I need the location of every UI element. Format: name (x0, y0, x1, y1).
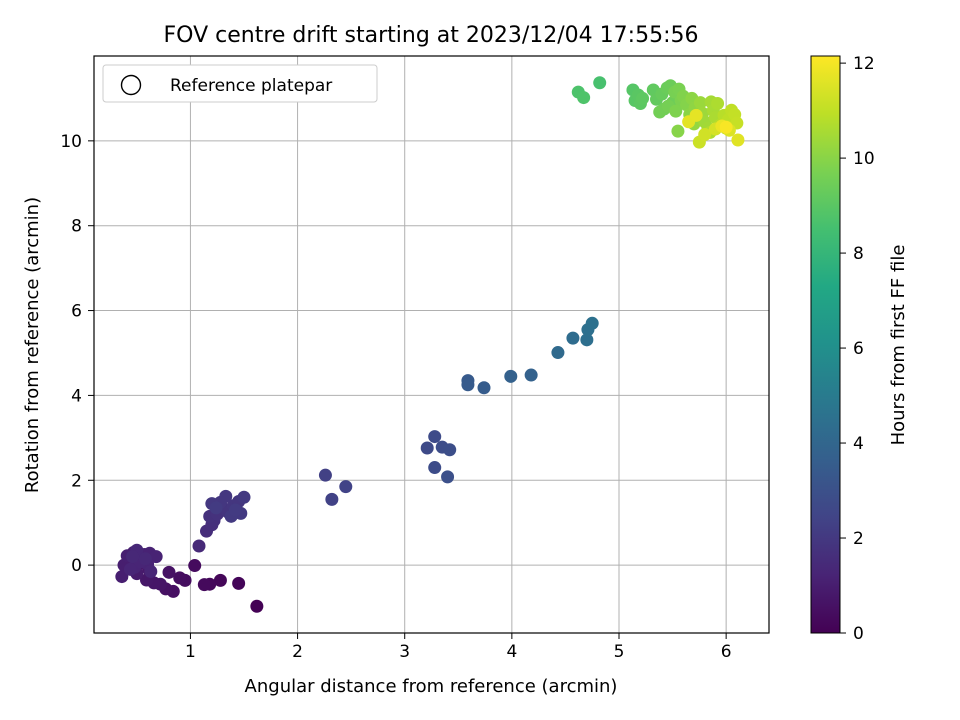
data-point (671, 124, 685, 138)
x-tick-label: 6 (721, 642, 732, 662)
data-point (689, 108, 703, 122)
data-point (731, 133, 745, 147)
data-point (173, 571, 187, 585)
data-point (698, 127, 712, 141)
data-point (441, 470, 455, 484)
data-point (477, 381, 491, 395)
colorbar-tick-label: 2 (853, 529, 864, 549)
data-point (719, 120, 733, 134)
data-point (197, 578, 211, 592)
y-tick-label: 10 (60, 132, 82, 152)
data-point (669, 104, 683, 118)
y-axis-label: Rotation from reference (arcmin) (22, 197, 43, 493)
colorbar-tick-label: 4 (853, 434, 864, 454)
data-point (138, 552, 152, 566)
x-tick-label: 1 (185, 642, 196, 662)
data-point (443, 443, 457, 457)
data-point (551, 346, 565, 360)
x-tick-label: 5 (614, 642, 625, 662)
x-axis-ticks: 1 2 3 4 5 6 (185, 633, 732, 662)
data-point (213, 573, 227, 587)
legend-marker-reference (120, 74, 142, 96)
y-tick-label: 0 (71, 556, 82, 576)
x-tick-label: 3 (399, 642, 410, 662)
data-point (420, 441, 434, 455)
colorbar (810, 55, 841, 634)
data-point (126, 550, 140, 564)
data-point (237, 490, 251, 504)
data-point (580, 333, 594, 347)
data-point (188, 559, 202, 573)
data-point (504, 369, 518, 383)
data-point (577, 91, 591, 105)
colorbar-tick-label: 0 (853, 624, 864, 644)
data-point (339, 480, 353, 494)
data-point (162, 565, 176, 579)
chart-title: FOV centre drift starting at 2023/12/04 … (164, 23, 699, 48)
x-tick-label: 2 (292, 642, 303, 662)
data-point (325, 492, 339, 506)
data-point (593, 76, 607, 90)
data-point (585, 316, 599, 330)
legend: Reference platepar (102, 64, 378, 103)
data-point (144, 564, 158, 578)
colorbar-tick-label: 8 (853, 244, 864, 264)
data-point (318, 468, 332, 482)
scatter-points (115, 76, 745, 613)
colorbar-tick-label: 6 (853, 339, 864, 359)
y-tick-label: 8 (71, 217, 82, 237)
colorbar-ticks: 0 2 4 6 8 10 12 (840, 54, 875, 644)
data-point (524, 368, 538, 382)
plot-frame (93, 55, 770, 634)
data-point (461, 378, 475, 392)
y-tick-label: 4 (71, 386, 82, 406)
data-point (693, 96, 707, 110)
data-point (228, 503, 242, 517)
legend-entry-reference-platepar: Reference platepar (170, 76, 332, 96)
y-tick-label: 6 (71, 302, 82, 322)
colorbar-label: Hours from first FF file (888, 245, 909, 446)
data-point (711, 97, 725, 111)
data-point (123, 562, 137, 576)
grid-lines (94, 56, 769, 633)
data-point (232, 576, 246, 590)
data-point (115, 570, 129, 584)
data-point (209, 501, 223, 515)
data-point (250, 599, 264, 613)
x-tick-label: 4 (506, 642, 517, 662)
colorbar-tick-label: 12 (853, 54, 875, 74)
data-point (636, 91, 650, 105)
y-axis-ticks: 0 2 4 6 8 10 (60, 132, 94, 576)
data-point (428, 430, 442, 444)
data-point (428, 461, 442, 475)
x-axis-label: Angular distance from reference (arcmin) (245, 676, 618, 697)
data-point (149, 550, 163, 564)
data-point (192, 539, 206, 553)
y-tick-label: 2 (71, 471, 82, 491)
data-point (566, 331, 580, 345)
colorbar-tick-label: 10 (853, 149, 875, 169)
legend-box (102, 64, 378, 103)
